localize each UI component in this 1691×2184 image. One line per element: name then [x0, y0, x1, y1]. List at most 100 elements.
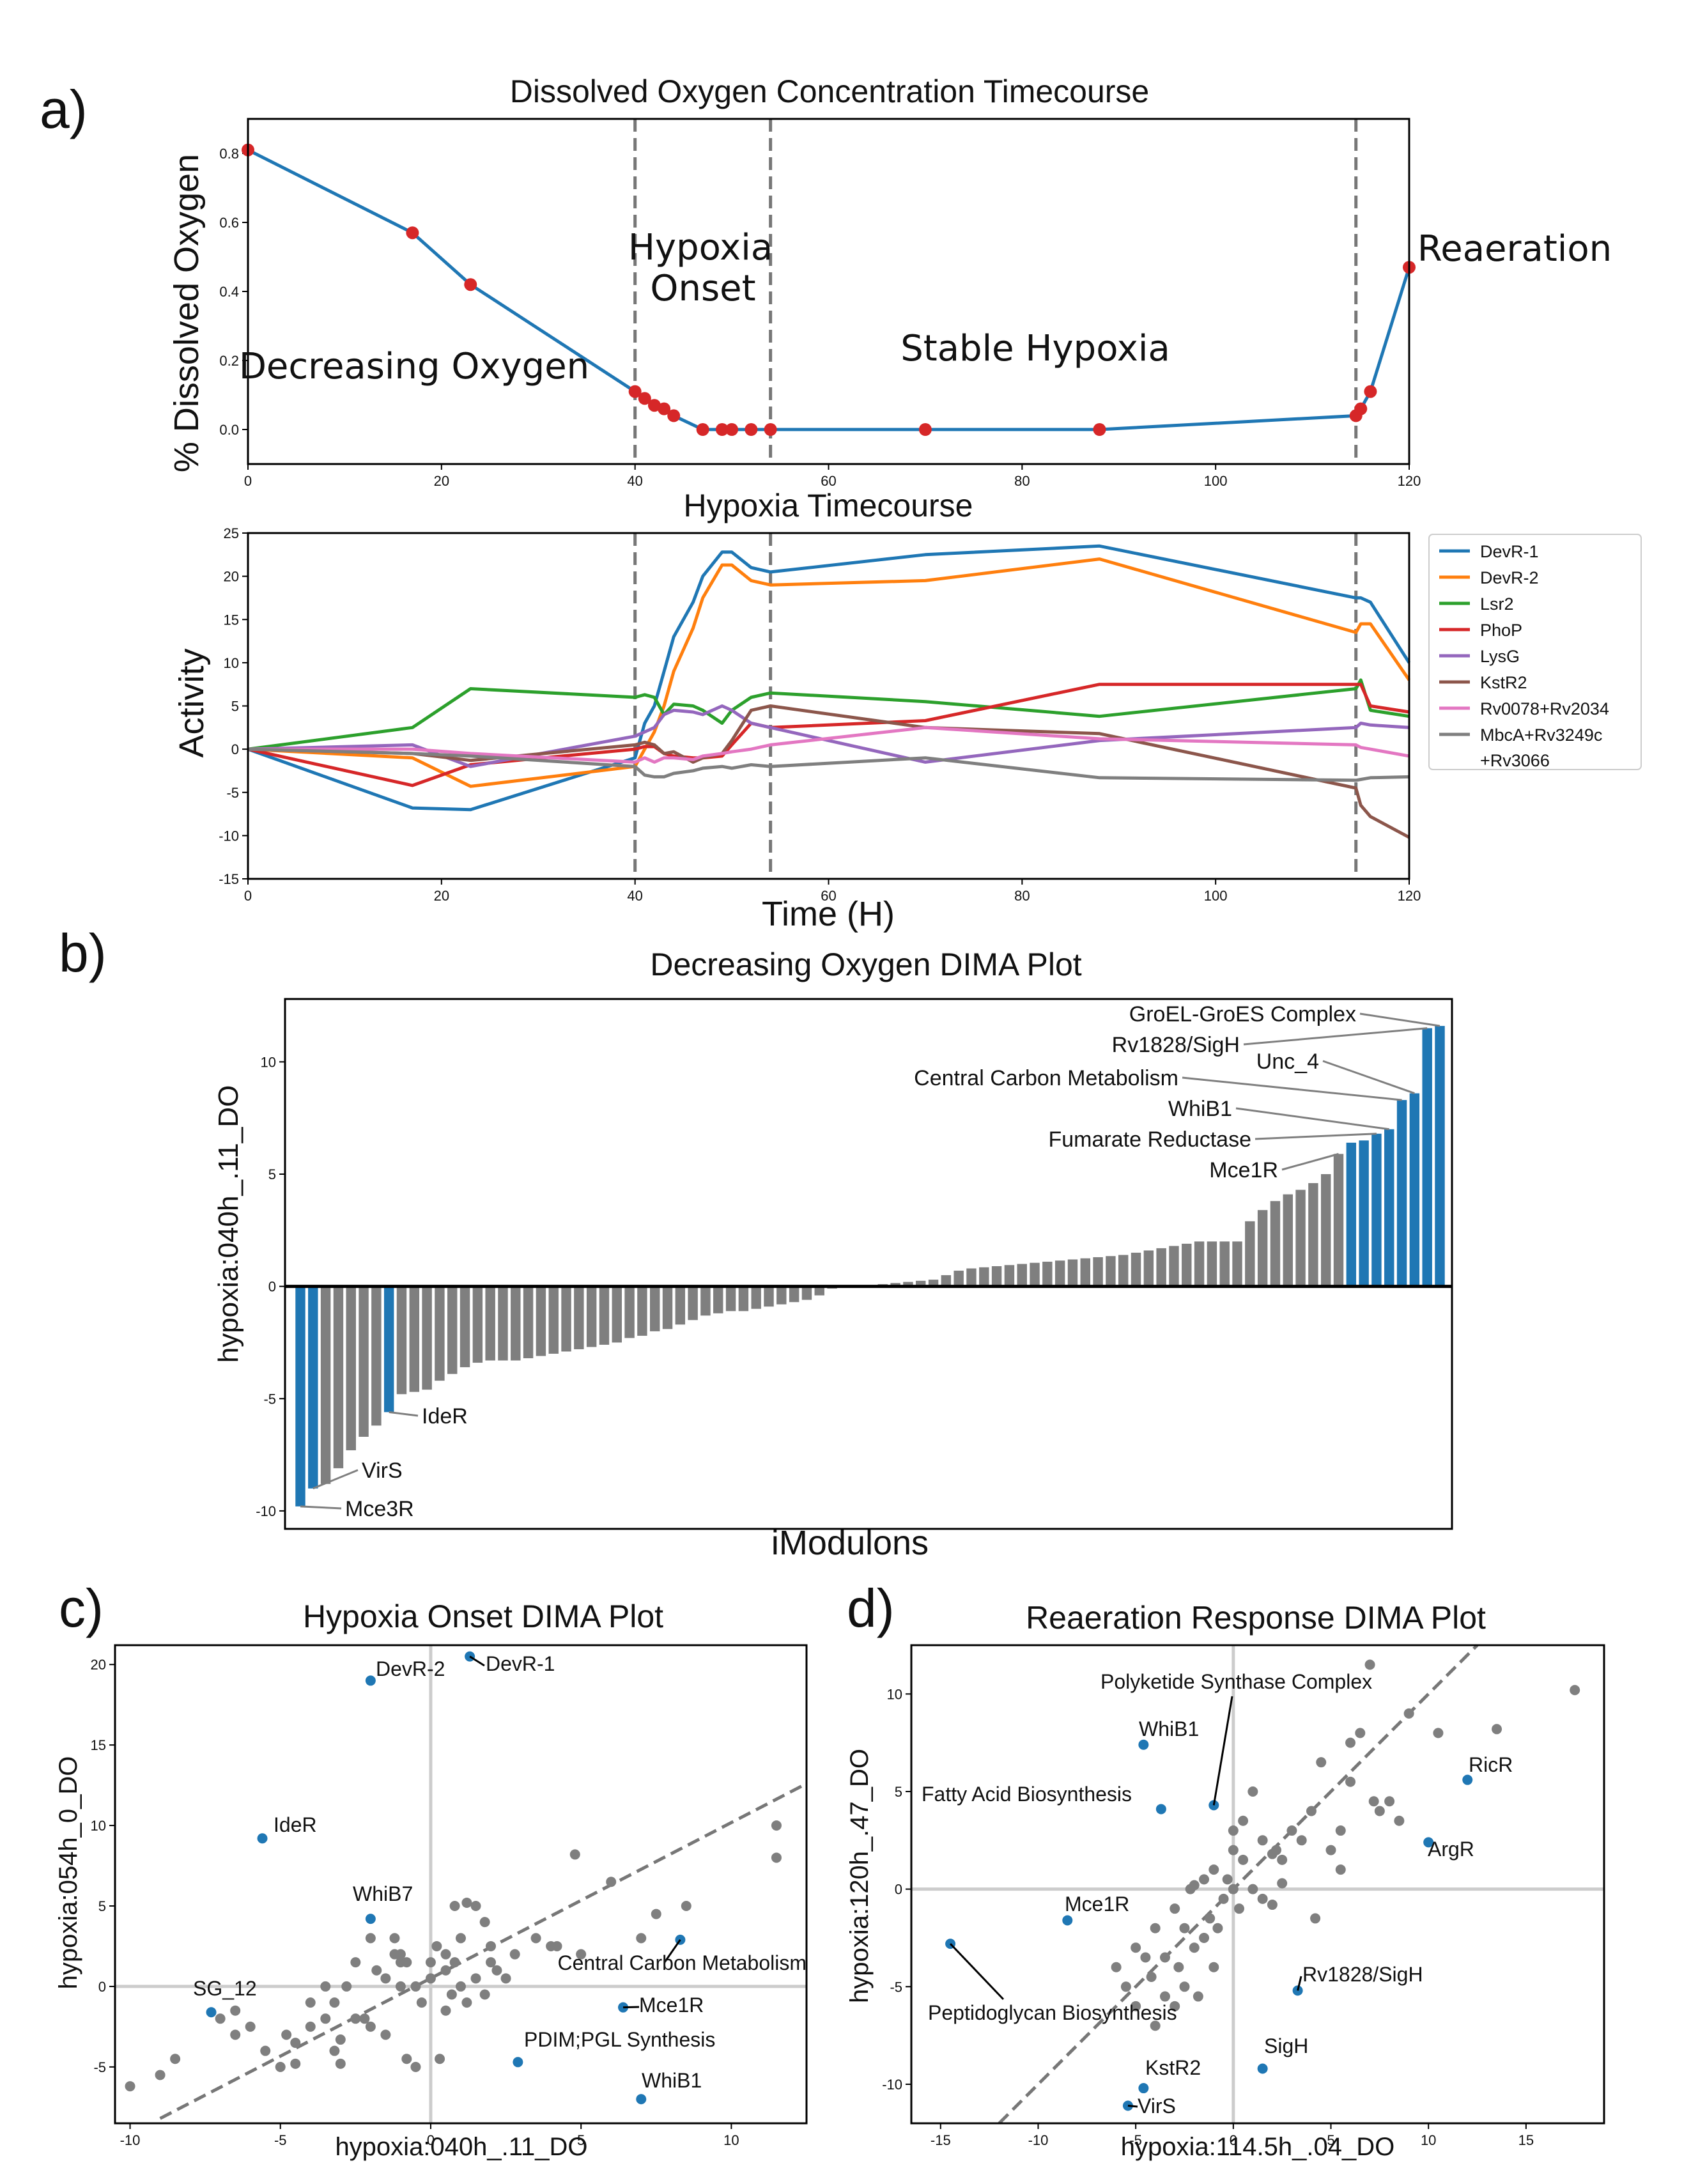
bar [725, 1286, 736, 1312]
bar [1030, 1262, 1040, 1287]
bar [459, 1286, 470, 1368]
highlighted-point [1155, 1804, 1166, 1815]
oxygen-marker [1093, 423, 1106, 436]
scatter-point [1364, 1659, 1375, 1670]
scatter-point [1296, 1835, 1307, 1846]
scatter-point [491, 1965, 502, 1976]
point-label: Polyketide Synthase Complex [1100, 1670, 1372, 1693]
scatter-point [440, 1965, 451, 1976]
bar [1080, 1258, 1091, 1287]
legend-label: Rv0078+Rv2034 [1480, 699, 1609, 718]
bar [574, 1286, 584, 1349]
y-axis-label: % Dissolved Oxygen [167, 154, 206, 472]
axis-ticks: 0 20 40 60 80 100 120 -15 -10 -5 0 5 10 15 20 25 [219, 525, 1421, 904]
scatter-point [1570, 1685, 1580, 1696]
series-line [247, 557, 1411, 788]
annotation-leader [949, 1943, 1005, 2001]
bar [383, 1286, 394, 1413]
scatter-point [449, 1901, 460, 1911]
scatter-point [1208, 1864, 1219, 1875]
scatter-point [335, 2058, 346, 2069]
highlighted-point [1062, 1915, 1073, 1926]
series-line [247, 747, 1410, 782]
bar [523, 1286, 534, 1359]
point-label: SigH [1264, 2034, 1308, 2057]
x-tick-label: 120 [1398, 473, 1421, 489]
x-tick-label: -5 [274, 2132, 287, 2148]
highlighted-point [636, 2094, 647, 2105]
bar [333, 1286, 344, 1469]
scatter-point [170, 2054, 181, 2064]
scatter-point [329, 1997, 340, 2008]
scatter-point [530, 1933, 541, 1944]
x-tick-label: 40 [627, 888, 642, 904]
reference-lines [911, 1644, 1604, 2125]
x-tick-label: 60 [821, 888, 836, 904]
bar [776, 1286, 787, 1305]
bar [801, 1286, 812, 1300]
bar [1333, 1154, 1344, 1287]
scatter-point [1189, 1880, 1200, 1891]
oxygen-marker [715, 423, 729, 436]
scatter-point [215, 2013, 226, 2024]
bar [435, 1286, 445, 1381]
legend-box [1428, 534, 1642, 770]
bar [1054, 1260, 1065, 1287]
y-tick-label: -10 [256, 1503, 276, 1519]
bar [1232, 1241, 1242, 1287]
y-tick-label: 0.8 [219, 146, 239, 162]
scatter-point [681, 1901, 691, 1911]
bar [612, 1286, 622, 1343]
y-tick-label: -5 [93, 2059, 106, 2075]
bar [359, 1286, 369, 1437]
series-line [248, 725, 1410, 764]
oxygen-marker [638, 392, 651, 405]
oxygen-marker [918, 423, 932, 436]
scatter-point [1374, 1806, 1385, 1816]
point-label: Mce1R [639, 1994, 704, 2017]
oxygen-marker [696, 423, 709, 436]
x-tick-label: -10 [120, 2132, 141, 2148]
annotation-label: WhiB1 [1168, 1097, 1232, 1121]
highlighted-point [257, 1833, 268, 1844]
y-tick-label: 0.4 [219, 284, 239, 300]
y-tick-label: 0 [268, 1279, 276, 1295]
scatter-point [651, 1909, 661, 1919]
x-tick-label: 0 [1230, 2132, 1237, 2148]
scatter-point [446, 1989, 457, 2000]
chart-title: Dissolved Oxygen Concentration Timecours… [510, 74, 1149, 109]
scatter-point [395, 1949, 406, 1960]
point-label: DevR-2 [376, 1657, 445, 1680]
annotation-leader [389, 1411, 419, 1417]
annotation-label: Mce1R [1209, 1158, 1278, 1182]
scatter-point [1345, 1776, 1356, 1787]
point-label: WhiB7 [353, 1882, 413, 1905]
legend-label: DevR-1 [1480, 542, 1539, 561]
bar [941, 1275, 952, 1287]
annotation-leader [1281, 1152, 1339, 1171]
bar [1270, 1201, 1281, 1287]
plot-frame [284, 998, 1453, 1530]
scatter-point [281, 2029, 292, 2040]
scatter-point [1170, 2001, 1180, 2011]
point-label: DevR-1 [486, 1652, 555, 1675]
bar [700, 1286, 711, 1316]
scatter-point [380, 1973, 391, 1984]
x-tick-label: 40 [627, 473, 642, 489]
region-label-stable-hypoxia: Stable Hypoxia [900, 328, 1170, 369]
scatter-point [125, 2081, 135, 2092]
scatter-point [320, 2013, 331, 2024]
bar [814, 1286, 824, 1296]
scatter-point [1257, 1893, 1268, 1904]
bar [1118, 1255, 1129, 1287]
bar [1004, 1265, 1015, 1287]
scatter-point [431, 1940, 442, 1951]
bar [1169, 1246, 1179, 1287]
point-label: WhiB1 [1139, 1717, 1199, 1740]
x-tick-label: 100 [1204, 888, 1228, 904]
x-axis-label: Time (H) [762, 895, 895, 933]
bar [979, 1267, 989, 1287]
scatter-point [435, 2054, 445, 2064]
y-axis-label: hypoxia:120h_.47_DO [845, 1749, 874, 2003]
scatter-point [260, 2045, 271, 2056]
